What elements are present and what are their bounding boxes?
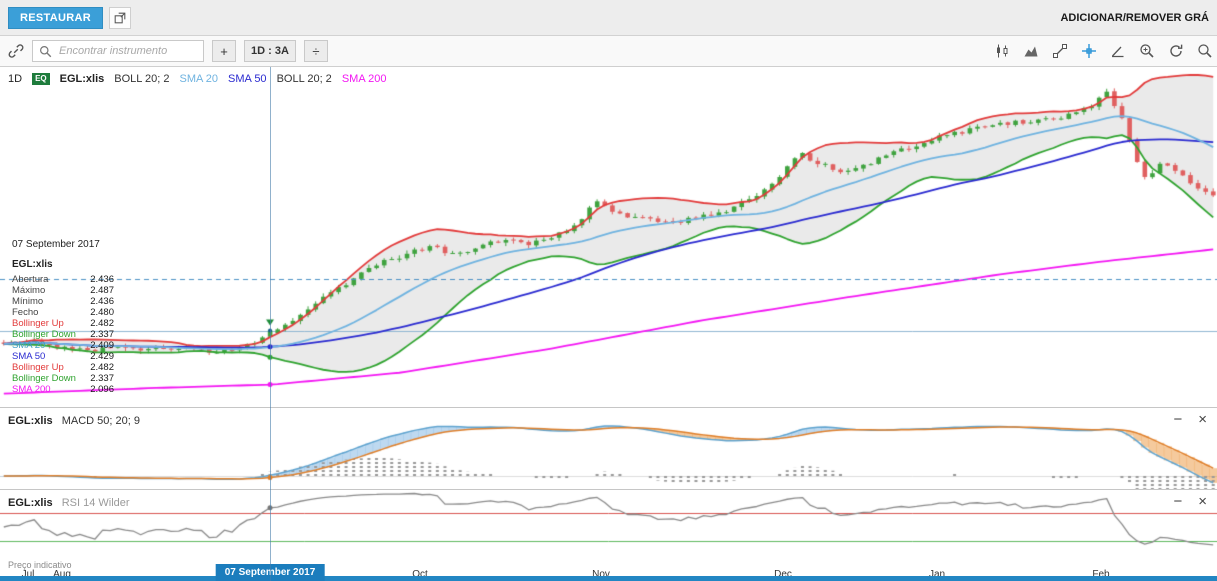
tooltip-row: Bollinger Up 2.482: [12, 362, 114, 373]
indicative-price-label: Preço indicativo: [8, 560, 72, 570]
chart-legend: 1D EQ EGL:xlis BOLL 20; 2 SMA 20 SMA 50 BOL…: [8, 73, 386, 85]
price-chart-canvas[interactable]: [0, 67, 1217, 407]
rsi-chart-canvas[interactable]: [0, 489, 1217, 559]
instrument-search-input[interactable]: [57, 44, 203, 58]
timeframe-label: 1D: [8, 73, 23, 85]
tooltip-row: Abertura 2.436: [12, 274, 114, 285]
chart-tools: [988, 39, 1217, 63]
zoom-icon[interactable]: [1191, 39, 1217, 63]
selected-date-box: 07 September 2017: [215, 564, 325, 581]
axis-month-label: Jan: [928, 569, 946, 580]
legend-studies: BOLL 20; 2 SMA 20 SMA 50 BOLL 20; 2 SMA 200: [114, 73, 386, 85]
tooltip-row: Bollinger Up 2.482: [12, 318, 114, 329]
add-remove-chart-button[interactable]: ADICIONAR/REMOVER GRÁ: [1060, 11, 1209, 24]
panel-separator: [0, 407, 1217, 408]
rsi-panel-controls: − ×: [1173, 494, 1207, 509]
macd-minimize-button[interactable]: −: [1173, 411, 1183, 428]
legend-study[interactable]: SMA 200: [341, 73, 387, 85]
chart-toolbar: + 1D : 3A ÷: [0, 36, 1217, 67]
axis-month-label: Feb: [1092, 569, 1110, 580]
axis-month-label: Dec: [774, 569, 792, 580]
macd-panel-label: EGL:xlis MACD 50; 20; 9: [8, 415, 140, 427]
instrument-search-box[interactable]: [32, 40, 204, 62]
rsi-panel-label: EGL:xlis RSI 14 Wilder: [8, 497, 130, 509]
crosshair-icon[interactable]: [1075, 39, 1102, 63]
tooltip-row: Bollinger Down 2.337: [12, 329, 114, 340]
macd-close-button[interactable]: ×: [1198, 411, 1207, 428]
macd-symbol-label: EGL:xlis: [8, 415, 53, 427]
legend-study[interactable]: SMA 50: [228, 73, 267, 85]
rsi-symbol-label: EGL:xlis: [8, 497, 53, 509]
rsi-minimize-button[interactable]: −: [1173, 493, 1183, 510]
open-in-window-button[interactable]: [108, 6, 131, 29]
area-chart-icon[interactable]: [1017, 39, 1044, 63]
tooltip-row: Máximo 2.487: [12, 285, 114, 296]
restore-button[interactable]: RESTAURAR: [8, 6, 103, 29]
tooltip-rows: Abertura 2.436 Máximo 2.487 Mínimo 2.436 Fecho…: [12, 274, 114, 395]
legend-study[interactable]: SMA 20: [179, 73, 219, 85]
axis-month-label: Nov: [592, 569, 610, 580]
macd-panel-controls: − ×: [1173, 412, 1207, 427]
polyline-draw-icon[interactable]: [1104, 39, 1131, 63]
rsi-close-button[interactable]: ×: [1198, 493, 1207, 510]
macd-study-label: MACD 50; 20; 9: [61, 415, 140, 427]
link-icon[interactable]: [8, 43, 24, 59]
axis-month-label: Jul: [21, 569, 35, 580]
crosshair-tooltip: 07 September 2017 EGL:xlis Abertura 2.436…: [12, 239, 114, 395]
candlestick-chart-icon[interactable]: [988, 39, 1015, 63]
search-icon: [39, 45, 52, 58]
panel-separator: [0, 489, 1217, 490]
refresh-icon[interactable]: [1162, 39, 1189, 63]
tooltip-row: Bollinger Down 2.337: [12, 373, 114, 384]
zoom-in-icon[interactable]: [1133, 39, 1160, 63]
tooltip-row: Mínimo 2.436: [12, 296, 114, 307]
top-bar: RESTAURAR ADICIONAR/REMOVER GRÁ: [0, 0, 1217, 36]
axis-month-label: Oct: [412, 569, 428, 580]
tooltip-row: SMA 200 2.096: [12, 384, 114, 395]
instrument-type-badge: EQ: [32, 73, 50, 85]
time-axis-footer: Preço indicativo Jul Aug Oct Nov Dec Jan Feb 0…: [0, 559, 1217, 581]
compare-button[interactable]: ÷: [303, 40, 328, 62]
tooltip-row: SMA 50 2.429: [12, 351, 114, 362]
rsi-study-label: RSI 14 Wilder: [61, 497, 130, 509]
tooltip-symbol: EGL:xlis: [12, 259, 53, 270]
popout-window-icon: [113, 11, 127, 25]
trend-line-icon[interactable]: [1046, 39, 1073, 63]
chart-area: 1D EQ EGL:xlis BOLL 20; 2 SMA 20 SMA 50 BOL…: [0, 67, 1217, 581]
interval-range-button[interactable]: 1D : 3A: [244, 40, 296, 62]
symbol-label: EGL:xlis: [59, 73, 105, 85]
legend-study[interactable]: BOLL 20; 2: [276, 73, 332, 85]
macd-chart-canvas[interactable]: [0, 407, 1217, 489]
axis-month-label: Aug: [53, 569, 71, 580]
tooltip-row: Fecho 2.480: [12, 307, 114, 318]
legend-study[interactable]: BOLL 20; 2: [114, 73, 170, 85]
tooltip-row: SMA 20 2.409: [12, 340, 114, 351]
tooltip-date: 07 September 2017: [12, 239, 100, 250]
time-range-scrollbar[interactable]: [0, 576, 1217, 581]
add-instrument-button[interactable]: +: [212, 40, 236, 62]
